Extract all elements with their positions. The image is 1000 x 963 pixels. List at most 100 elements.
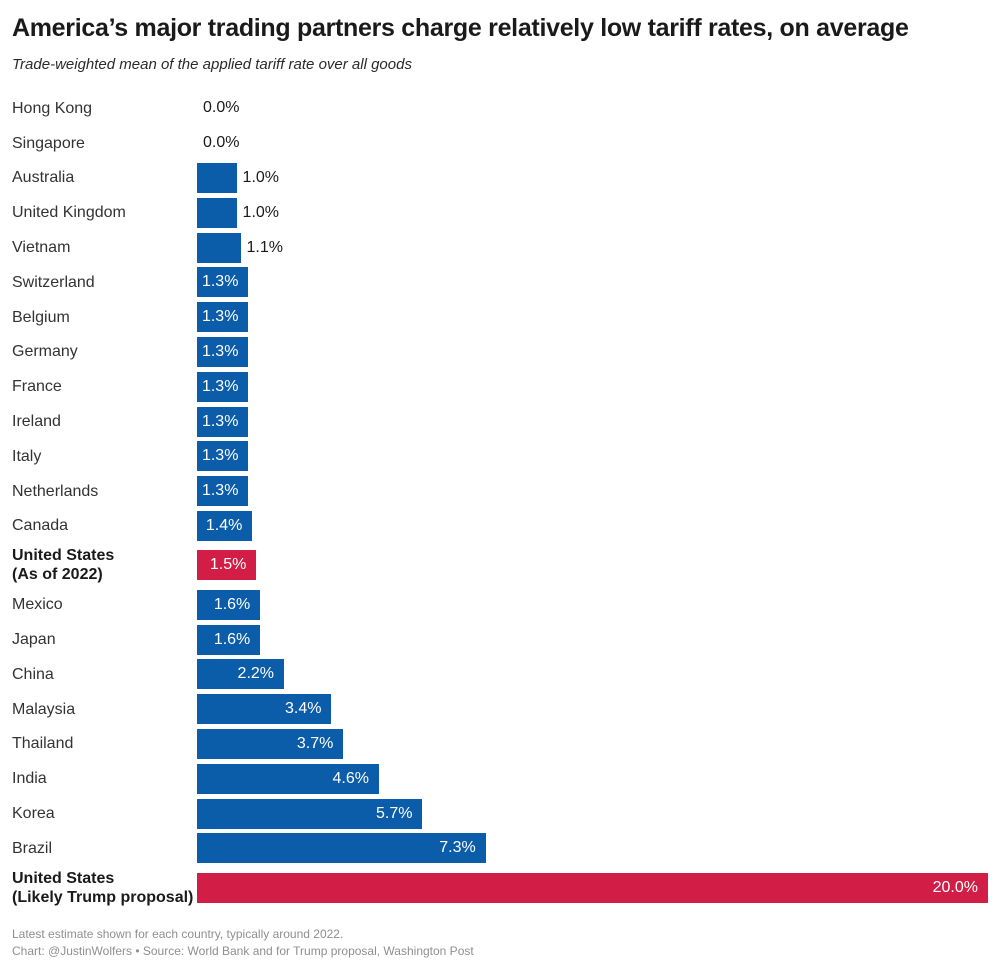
country-name: Ireland	[12, 412, 61, 430]
value-label: 1.3%	[201, 447, 239, 465]
value-label: 1.3%	[201, 308, 239, 326]
country-name: Vietnam	[12, 238, 71, 256]
value-label: 0.0%	[203, 99, 240, 117]
bar-area: 20.0%	[197, 872, 988, 903]
country-label: Korea	[12, 804, 197, 823]
bar-area: 1.3%	[197, 441, 988, 472]
bar	[197, 441, 249, 472]
country-sublabel: (As of 2022)	[12, 566, 103, 584]
chart-row: Switzerland 1.3%	[12, 265, 988, 300]
bar-area: 0.0%	[197, 128, 988, 158]
value-label: 1.6%	[213, 595, 251, 613]
bar-chart: Hong Kong 0.0% Singapore 0.0% Australia …	[12, 91, 988, 910]
chart-row: Japan 1.6%	[12, 622, 988, 657]
country-label: Thailand	[12, 734, 197, 753]
country-name: France	[12, 378, 62, 396]
value-label: 1.0%	[242, 168, 280, 186]
chart-row: Brazil 7.3%	[12, 831, 988, 866]
country-label: Hong Kong	[12, 99, 197, 118]
country-label: Australia	[12, 168, 197, 187]
country-name: United Kingdom	[12, 204, 126, 222]
country-label: Germany	[12, 342, 197, 361]
country-label: Malaysia	[12, 700, 197, 719]
value-label: 7.3%	[439, 839, 476, 857]
bar-area: 1.3%	[197, 302, 988, 333]
country-name: Singapore	[12, 134, 85, 152]
bar	[197, 336, 249, 367]
bar-area: 1.1%	[197, 232, 988, 263]
chart-row: Singapore 0.0%	[12, 126, 988, 161]
country-name: Canada	[12, 517, 69, 535]
bar	[197, 624, 261, 655]
country-label: Italy	[12, 447, 197, 466]
bar	[197, 476, 249, 507]
chart-row: Korea 5.7%	[12, 796, 988, 831]
country-name: Thailand	[12, 735, 74, 753]
bar	[197, 659, 284, 690]
country-name: Netherlands	[12, 482, 99, 500]
country-name: Belgium	[12, 308, 70, 326]
value-label: 20.0%	[932, 878, 978, 896]
bar-area: 1.0%	[197, 197, 988, 228]
bar-area: 7.3%	[197, 833, 988, 864]
bar-area: 0.0%	[197, 93, 988, 123]
chart-row: Ireland 1.3%	[12, 404, 988, 439]
bar	[197, 162, 237, 193]
bar	[197, 872, 988, 903]
country-name: Malaysia	[12, 700, 76, 718]
bar-area: 5.7%	[197, 798, 988, 829]
chart-row: United States (Likely Trump proposal) 20…	[12, 866, 988, 910]
country-name: Hong Kong	[12, 99, 93, 117]
value-label: 5.7%	[375, 804, 413, 822]
country-name: Brazil	[12, 839, 53, 857]
bar	[197, 763, 379, 794]
bar	[197, 550, 257, 581]
country-sublabel: (Likely Trump proposal)	[12, 888, 194, 906]
source-byline: Chart: @JustinWolfers • Source: World Ba…	[12, 944, 474, 959]
bar-area: 1.6%	[197, 589, 988, 620]
country-label: United Kingdom	[12, 203, 197, 222]
bar	[197, 589, 261, 620]
country-name: United States	[12, 869, 115, 887]
bar	[197, 197, 237, 228]
value-label: 1.1%	[246, 238, 283, 256]
bar	[197, 728, 344, 759]
country-label: Mexico	[12, 595, 197, 614]
country-name: Japan	[12, 630, 56, 648]
country-label: Canada	[12, 516, 197, 535]
country-name: Italy	[12, 447, 42, 465]
value-label: 1.3%	[201, 482, 239, 500]
chart-row: Vietnam 1.1%	[12, 230, 988, 265]
bar	[197, 798, 423, 829]
chart-row: China 2.2%	[12, 657, 988, 692]
bar-area: 1.3%	[197, 267, 988, 298]
bar	[197, 302, 249, 333]
country-label: India	[12, 769, 197, 788]
bar	[197, 833, 486, 864]
bar-area: 1.5%	[197, 550, 988, 581]
bar-area: 1.3%	[197, 371, 988, 402]
bar	[197, 267, 249, 298]
bar-area: 2.2%	[197, 659, 988, 690]
value-label: 4.6%	[332, 769, 369, 787]
country-name: Mexico	[12, 596, 63, 614]
bar	[197, 232, 241, 263]
chart-row: Malaysia 3.4%	[12, 692, 988, 727]
value-label: 1.3%	[201, 273, 239, 291]
chart-rows: Hong Kong 0.0% Singapore 0.0% Australia …	[12, 91, 988, 910]
chart-row: Italy 1.3%	[12, 439, 988, 474]
country-label: Vietnam	[12, 238, 197, 257]
country-label: Netherlands	[12, 482, 197, 501]
country-name: United States	[12, 547, 115, 565]
country-label: China	[12, 665, 197, 684]
value-label: 1.4%	[205, 516, 243, 534]
country-label: France	[12, 377, 197, 396]
bar-area: 4.6%	[197, 763, 988, 794]
bar-area: 3.7%	[197, 728, 988, 759]
chart-row: United States (As of 2022) 1.5%	[12, 543, 988, 587]
bar-area: 1.3%	[197, 476, 988, 507]
chart-row: Australia 1.0%	[12, 161, 988, 196]
country-name: Korea	[12, 804, 55, 822]
country-label: Ireland	[12, 412, 197, 431]
country-name: Switzerland	[12, 273, 95, 291]
